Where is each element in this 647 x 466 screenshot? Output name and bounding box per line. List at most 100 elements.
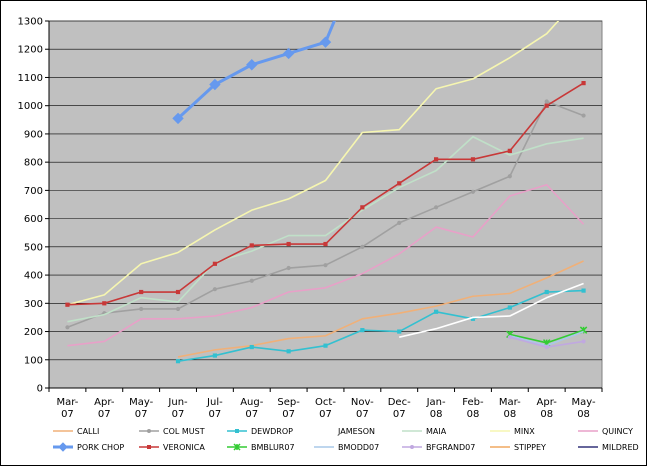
- data-point-col-must: [544, 99, 549, 104]
- y-tick-label: 400: [24, 271, 43, 282]
- data-point-dewdrop: [507, 305, 512, 310]
- series-jameson: [399, 282, 584, 338]
- data-point-col-must: [249, 278, 254, 283]
- legend-label: BMODD07: [338, 443, 379, 452]
- legend-label: BFGRAND07: [426, 443, 475, 452]
- legend-item-dewdrop: DEWDROP: [227, 427, 293, 436]
- data-point-col-must: [434, 205, 439, 210]
- y-tick-label: 0: [37, 384, 43, 395]
- series-line-minx: [67, 21, 560, 306]
- legend-label: CALLI: [77, 427, 99, 436]
- data-point-bfgrand07: [507, 335, 512, 340]
- legend-label: MILDRED: [602, 443, 639, 452]
- data-point-dewdrop: [249, 344, 254, 350]
- data-point-pork-chop: [246, 59, 258, 71]
- legend-label: MAIA: [426, 427, 447, 436]
- data-point-veronica: [65, 302, 70, 307]
- y-tick-label: 1100: [18, 73, 43, 84]
- legend-label: COL MUST: [163, 427, 205, 436]
- data-point-dewdrop: [212, 353, 218, 358]
- legend-item-bmblur07: BMBLUR07: [227, 443, 295, 452]
- legend-item-maia: MAIA: [402, 427, 447, 436]
- legend-item-veronica: VERONICA: [139, 443, 205, 452]
- data-point-pork-chop: [319, 36, 332, 48]
- data-point-pork-chop: [282, 47, 295, 60]
- data-point-col-must: [397, 220, 402, 225]
- data-point-pork-chop: [172, 112, 184, 125]
- data-point-dewdrop: [175, 359, 181, 364]
- data-point-veronica: [470, 157, 476, 162]
- data-point-pork-chop: [209, 78, 221, 91]
- y-tick-label: 200: [24, 327, 43, 338]
- x-tick-label: Jul-07: [206, 397, 223, 420]
- x-tick-label: Mar-08: [499, 397, 521, 420]
- legend-label: JAMESON: [337, 427, 375, 436]
- data-point-col-must: [139, 306, 144, 312]
- data-point-dewdrop: [323, 343, 328, 348]
- x-tick-label: Oct-07: [315, 397, 336, 420]
- legend-item-col-must: COL MUST: [139, 427, 205, 436]
- data-point-dewdrop: [286, 349, 291, 354]
- data-point-veronica: [249, 243, 254, 248]
- data-point-veronica: [360, 205, 365, 210]
- x-tick-label: Apr-07: [94, 397, 115, 420]
- data-point-veronica: [139, 289, 144, 295]
- legend-marker: [147, 445, 151, 449]
- data-point-dewdrop: [397, 329, 402, 334]
- legend-marker: [410, 445, 414, 449]
- series-dewdrop: [175, 288, 586, 364]
- data-point-bfgrand07: [581, 339, 586, 344]
- data-point-veronica: [434, 157, 439, 162]
- y-tick-label: 500: [24, 242, 43, 253]
- series-line-jameson: [399, 282, 584, 338]
- series-line-maia: [67, 135, 584, 323]
- y-tick-label: 1200: [18, 45, 43, 56]
- legend-item-minx: MINX: [490, 427, 535, 436]
- data-point-col-must: [360, 244, 365, 249]
- y-tick-label: 1000: [18, 101, 43, 112]
- x-tick-label: Aug-07: [240, 397, 264, 420]
- legend-item-quincy: QUINCY: [578, 427, 633, 436]
- data-point-col-must: [65, 325, 70, 330]
- plot-area: [48, 20, 603, 389]
- y-tick-label: 700: [24, 186, 43, 197]
- x-tick-label: Jan-08: [426, 397, 446, 420]
- legend-marker: [58, 442, 68, 452]
- y-tick-label: 100: [24, 355, 43, 366]
- legend-item-stippey: STIPPEY: [490, 443, 546, 452]
- legend-marker: [147, 429, 151, 433]
- x-tick-label: Nov-07: [351, 397, 374, 420]
- x-tick-label: Mar-07: [57, 397, 79, 420]
- data-point-col-must: [581, 113, 586, 118]
- legend-label: BMBLUR07: [251, 443, 295, 452]
- series-pork-chop: [172, 21, 336, 125]
- y-tick-label: 300: [24, 299, 43, 310]
- x-tick-label: May-08: [572, 397, 596, 420]
- data-point-col-must: [470, 189, 476, 194]
- series-line-quincy: [67, 183, 585, 347]
- data-point-veronica: [212, 261, 218, 266]
- x-tick-label: May-07: [129, 397, 153, 420]
- y-axis: 0 100 200 300 400 500 600 700 800 900 1000 1100 1200…: [18, 17, 50, 395]
- legend-label: PORK CHOP: [77, 443, 124, 452]
- series-calli: [177, 260, 584, 358]
- series-line-calli: [177, 260, 584, 358]
- data-point-dewdrop: [434, 309, 439, 314]
- legend-label: QUINCY: [602, 427, 633, 436]
- legend-item-calli: CALLI: [53, 427, 99, 436]
- data-point-dewdrop: [544, 289, 549, 295]
- x-tick-label: Dec-07: [388, 397, 411, 420]
- series-line-pork-chop: [177, 21, 336, 120]
- y-tick-label: 1300: [18, 17, 43, 28]
- data-point-col-must: [212, 287, 217, 292]
- data-point-col-must: [175, 306, 181, 312]
- legend-item-mildred: MILDRED: [578, 443, 639, 452]
- x-tick-label: Jun-07: [167, 397, 188, 420]
- y-tick-label: 900: [24, 129, 43, 140]
- series-quincy: [67, 183, 585, 347]
- legend-marker: [233, 443, 241, 451]
- series-veronica: [65, 81, 586, 307]
- series-maia: [67, 135, 584, 323]
